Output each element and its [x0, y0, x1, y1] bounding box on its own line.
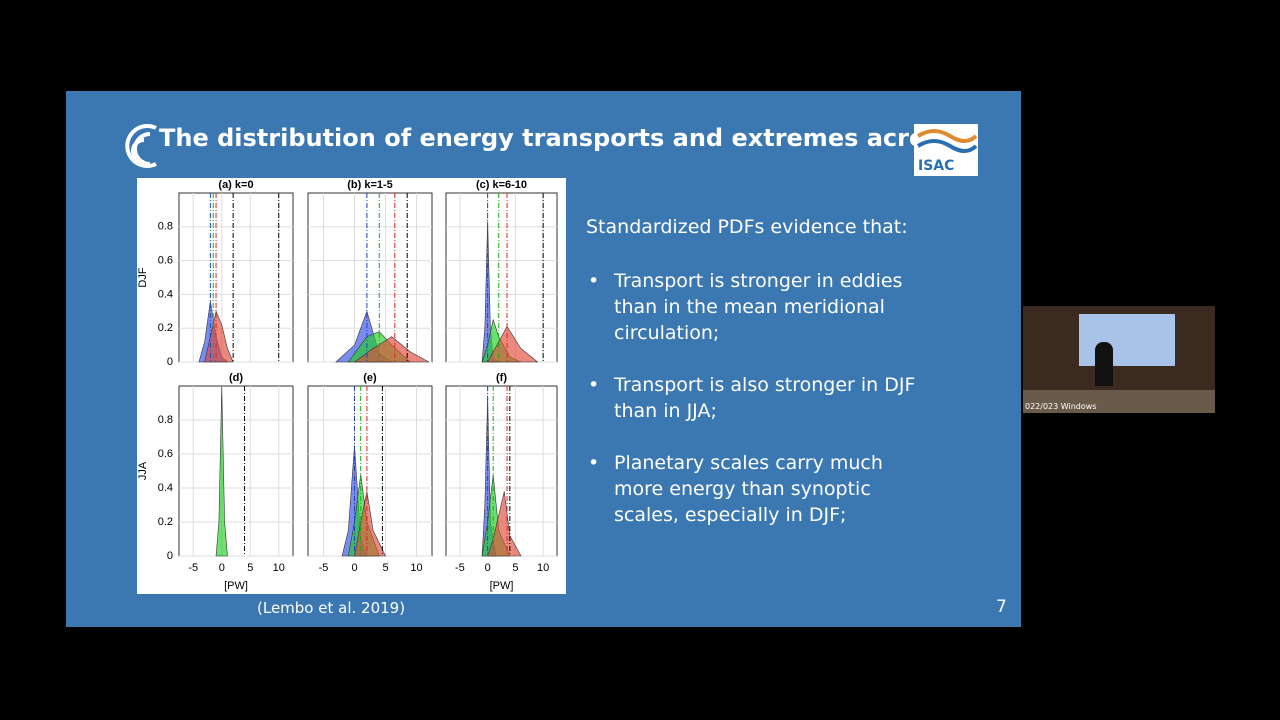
desk [1023, 390, 1215, 413]
x-tick-label: 0 [351, 562, 357, 574]
citation: (Lembo et al. 2019) [257, 599, 406, 617]
bullet: Transport is also stronger in DJF than i… [588, 372, 934, 424]
panel-title: (c) k=6-10 [476, 179, 527, 191]
panel-title: (d) [229, 372, 243, 384]
webcam-label: 022/023 Windows [1025, 402, 1097, 411]
y-tick-label: 0.2 [158, 516, 173, 528]
webcam-view: 022/023 Windows [1023, 306, 1215, 413]
bullet: Planetary scales carry much more energy … [588, 450, 934, 528]
x-axis-label: [PW] [224, 580, 248, 592]
logo-waves [916, 129, 978, 153]
y-tick-label: 0 [167, 550, 173, 562]
y-tick-label: 0.4 [158, 288, 173, 300]
row-label: DJF [137, 267, 149, 287]
pdf-curve [354, 491, 386, 557]
plot-area [178, 192, 294, 363]
bullet: Transport is stronger in eddies than in … [588, 268, 934, 346]
plot-area [178, 385, 294, 557]
y-tick-label: 0.6 [158, 255, 173, 267]
x-tick-label: 10 [537, 562, 549, 574]
x-tick-label: -5 [455, 562, 465, 574]
presenter [1095, 342, 1113, 386]
pdf-curve [353, 336, 430, 363]
pdf-curve [215, 385, 228, 557]
y-tick-label: 0.4 [158, 482, 173, 494]
y-tick-label: 0.8 [158, 221, 173, 233]
y-tick-label: 0.8 [158, 414, 173, 426]
panel-title: (f) [496, 372, 507, 384]
panel-title: (e) [363, 372, 377, 384]
x-tick-label: 5 [382, 562, 388, 574]
intro-text: Standardized PDFs evidence that: [586, 216, 908, 238]
panel-title: (b) k=1-5 [347, 179, 393, 191]
x-tick-label: 0 [219, 562, 225, 574]
x-tick-label: 10 [273, 562, 285, 574]
row-label: JJA [137, 461, 149, 480]
isac-logo: ISAC [914, 124, 978, 176]
pdf-curve [487, 325, 539, 363]
y-tick-label: 0.2 [158, 322, 173, 334]
slide-title: The distribution of energy transports an… [159, 124, 980, 152]
x-tick-label: 5 [247, 562, 253, 574]
x-tick-label: -5 [319, 562, 329, 574]
plot-area [445, 192, 558, 363]
logo-text: ISAC [918, 158, 955, 174]
x-tick-label: 5 [512, 562, 518, 574]
panel-title: (a) k=0 [218, 179, 253, 191]
x-tick-label: -5 [188, 562, 198, 574]
y-tick-label: 0.6 [158, 448, 173, 460]
x-tick-label: 10 [410, 562, 422, 574]
y-tick-label: 0 [167, 356, 173, 368]
x-tick-label: 0 [485, 562, 491, 574]
bullet-list: Transport is stronger in eddies than in … [588, 268, 934, 554]
page-number: 7 [996, 597, 1007, 617]
x-axis-label: [PW] [490, 580, 514, 592]
cnr-logo [125, 124, 157, 168]
